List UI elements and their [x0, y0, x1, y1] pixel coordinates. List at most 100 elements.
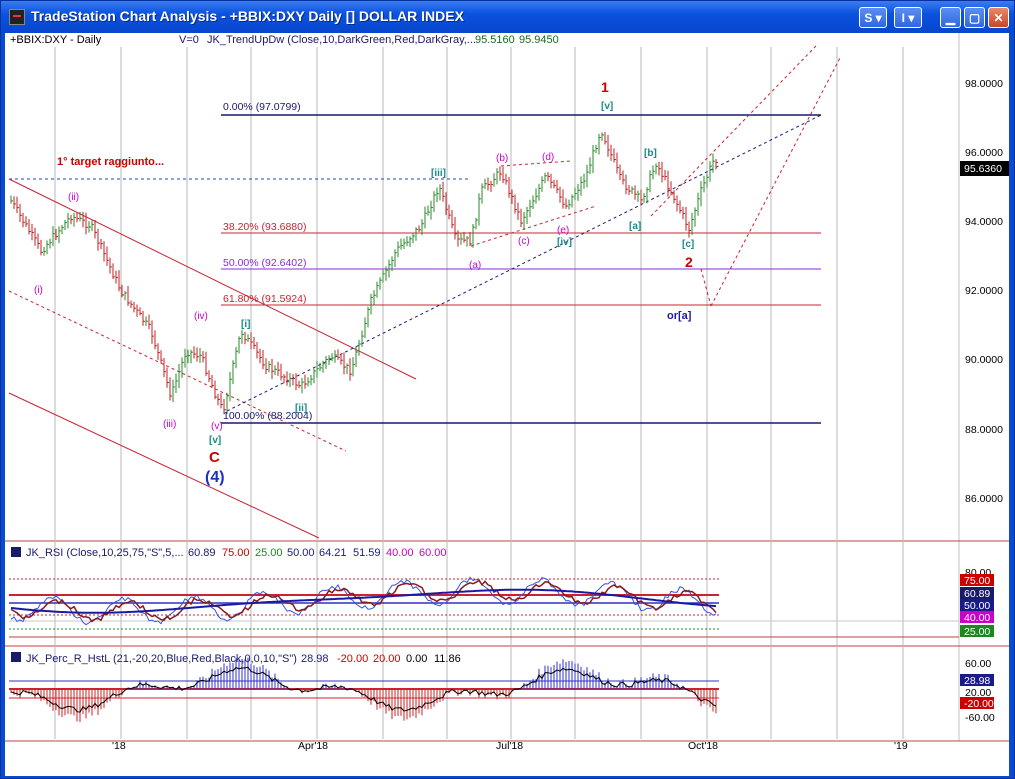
- rsi-label: JK_RSI (Close,10,25,75,"S",5,...: [26, 547, 184, 559]
- perc-axis-neg20: -20.00: [964, 698, 994, 710]
- wave-iii-label: (iii): [163, 419, 176, 430]
- wave-bc-label: [c]: [682, 239, 694, 250]
- grid: [54, 47, 904, 739]
- wave-iv-label: (iv): [194, 311, 208, 322]
- svg-text:75.00: 75.00: [222, 547, 250, 559]
- wave-labels: (i) (ii) (iii) (iv) (v) [v] [i] [ii] [ii…: [34, 79, 694, 486]
- svg-text:88.0000: 88.0000: [965, 424, 1003, 436]
- indicator-value-2: 95.9450: [519, 34, 559, 46]
- perc-axis-20: 20.00: [965, 687, 991, 699]
- svg-text:11.86: 11.86: [434, 653, 461, 665]
- trend-dotted: [226, 114, 822, 412]
- wave-or-a-label: or[a]: [667, 310, 692, 322]
- wave-ba-label: [a]: [629, 221, 641, 232]
- price-bars: [10, 132, 718, 415]
- fib-100-label: 100.00% (88.2004): [223, 410, 312, 422]
- svg-text:98.0000: 98.0000: [965, 78, 1003, 90]
- perc-axis-neg60: -60.00: [965, 712, 995, 724]
- wave-e-label: (e): [557, 225, 569, 236]
- price-lines: [8, 45, 842, 539]
- rsi-lines: [9, 578, 959, 638]
- minimize-button[interactable]: ▁: [940, 7, 961, 28]
- i-menu-button[interactable]: I ▾: [894, 7, 922, 28]
- rsi-oscillator: [10, 576, 717, 626]
- wave-1-label: 1: [601, 79, 609, 95]
- wave-biii-label: [iii]: [431, 168, 446, 179]
- perc-axis-60: 60.00: [965, 658, 991, 670]
- rsi-axis-25: 25.00: [964, 626, 990, 638]
- svg-text:20.00: 20.00: [373, 653, 401, 665]
- rsi-panel-icon[interactable]: [11, 547, 21, 557]
- svg-text:0.00: 0.00: [406, 653, 427, 665]
- svg-text:25.00: 25.00: [255, 547, 283, 559]
- rsi-axis-40: 40.00: [964, 612, 990, 624]
- svg-text:96.0000: 96.0000: [965, 147, 1003, 159]
- fib-618-label: 61.80% (91.5924): [223, 293, 306, 305]
- wave-ii-label: (ii): [68, 192, 79, 203]
- wave-C-label: C: [209, 449, 220, 466]
- fib-382-label: 38.20% (93.6880): [223, 221, 306, 233]
- wave-c-label: (c): [518, 236, 530, 247]
- title-bar[interactable]: TradeStation Chart Analysis - +BBIX:DXY …: [1, 1, 1014, 33]
- svg-text:90.0000: 90.0000: [965, 354, 1003, 366]
- wave-biv-label: [iv]: [557, 237, 572, 248]
- channel-lower: [8, 392, 320, 539]
- s-menu-button[interactable]: S ▾: [859, 7, 887, 28]
- svg-text:60.00: 60.00: [419, 547, 447, 559]
- rsi-axis-50: 50.00: [964, 600, 990, 612]
- chart-canvas[interactable]: +BBIX:DXY - Daily V=0 JK_TrendUpDw (Clos…: [5, 33, 1009, 776]
- svg-text:92.0000: 92.0000: [965, 285, 1003, 297]
- wave-4-label: (4): [205, 469, 225, 486]
- window-title: TradeStation Chart Analysis - +BBIX:DXY …: [31, 8, 464, 24]
- target-note: 1° target raggiunto...: [57, 156, 164, 168]
- wave-b-label: (b): [496, 153, 508, 164]
- chart-area[interactable]: +BBIX:DXY - Daily V=0 JK_TrendUpDw (Clos…: [5, 33, 1009, 776]
- svg-text:'18: '18: [112, 740, 126, 752]
- app-icon[interactable]: [9, 9, 25, 25]
- projection-upper: [710, 55, 842, 307]
- svg-text:-20.00: -20.00: [337, 653, 368, 665]
- svg-text:'19: '19: [894, 740, 908, 752]
- svg-text:40.00: 40.00: [386, 547, 414, 559]
- svg-text:60.89: 60.89: [188, 547, 216, 559]
- svg-text:Apr'18: Apr'18: [298, 740, 328, 752]
- wave-a-label: (a): [469, 260, 481, 271]
- wave-bv2-label: [v]: [601, 101, 613, 112]
- rsi-values: 60.89 75.00 25.00 50.00 64.21 51.59 40.0…: [188, 547, 447, 559]
- svg-text:64.21: 64.21: [319, 547, 347, 559]
- svg-text:Jul'18: Jul'18: [496, 740, 523, 752]
- indicator-value-1: 95.5160: [475, 34, 515, 46]
- channel-upper: [8, 178, 417, 380]
- wave-bi-label: [i]: [241, 319, 250, 330]
- perc-panel-icon[interactable]: [11, 652, 21, 662]
- current-price: 95.6360: [964, 163, 1002, 175]
- volume-label: V=0: [179, 34, 199, 46]
- wave-d-label: (d): [542, 152, 554, 163]
- indicator-label: JK_TrendUpDw (Close,10,DarkGreen,Red,Dar…: [207, 34, 476, 46]
- maximize-button[interactable]: ▢: [964, 7, 985, 28]
- svg-text:50.00: 50.00: [287, 547, 315, 559]
- symbol-label: +BBIX:DXY - Daily: [10, 34, 102, 46]
- svg-text:Oct'18: Oct'18: [688, 740, 718, 752]
- perc-label: JK_Perc_R_HstL (21,-20,20,Blue,Red,Black…: [26, 653, 297, 665]
- close-button[interactable]: ✕: [988, 7, 1009, 28]
- svg-text:94.0000: 94.0000: [965, 216, 1003, 228]
- time-axis: '18 Apr'18 Jul'18 Oct'18 '19: [112, 740, 908, 752]
- wave-bv-label: [v]: [209, 435, 221, 446]
- wave-i-label: (i): [34, 285, 43, 296]
- perc-r-histogram: [10, 657, 717, 723]
- channel-mid: [8, 290, 347, 452]
- perc-values: 28.98 -20.00 20.00 0.00 11.86: [301, 653, 461, 665]
- wave-bb-label: [b]: [644, 148, 657, 159]
- svg-text:86.0000: 86.0000: [965, 493, 1003, 505]
- wave-bii-label: [ii]: [295, 403, 307, 414]
- fib-50-label: 50.00% (92.6402): [223, 257, 306, 269]
- current-price-box: [960, 161, 1009, 176]
- perc-axis-current: 28.98: [964, 675, 990, 687]
- svg-text:28.98: 28.98: [301, 653, 329, 665]
- wave-2-label: 2: [685, 254, 693, 270]
- triangle-lower: [470, 205, 597, 247]
- wave-v-label: (v): [211, 421, 223, 432]
- price-axis: 98.0000 96.0000 94.0000 92.0000 90.0000 …: [965, 78, 1003, 505]
